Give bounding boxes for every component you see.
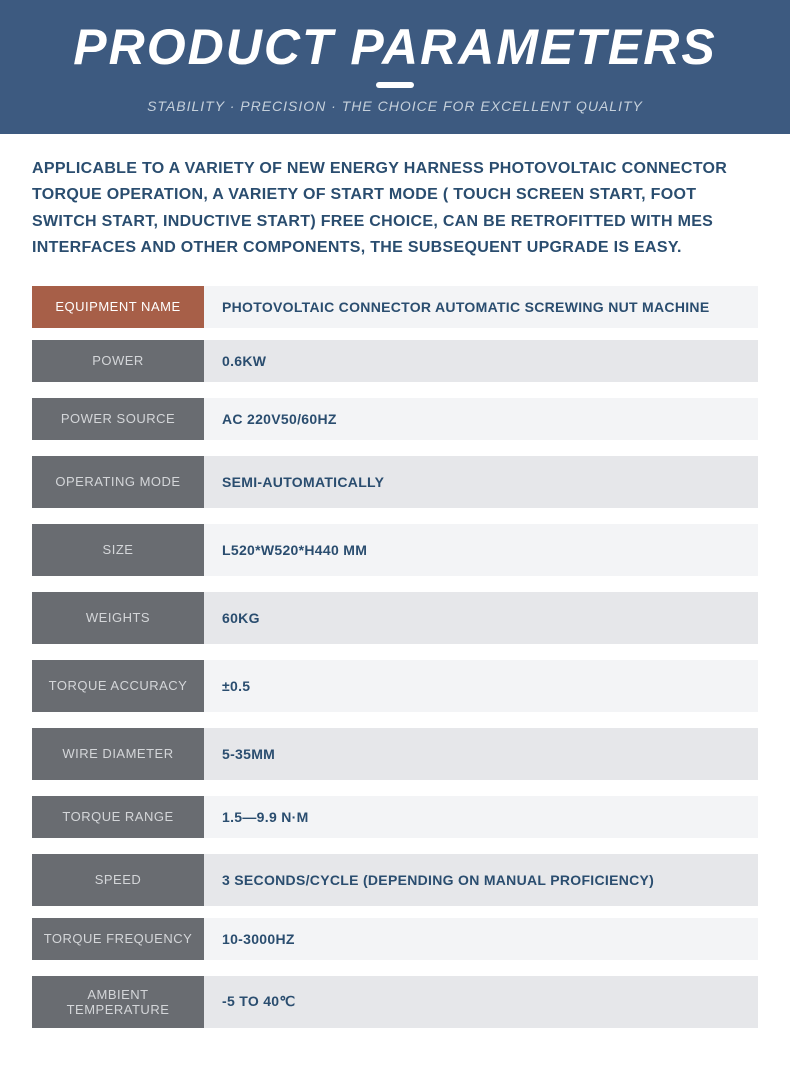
product-description: APPLICABLE TO A VARIETY OF NEW ENERGY HA… xyxy=(32,156,758,262)
parameter-label: POWER xyxy=(32,340,204,382)
table-row: TORQUE RANGE1.5—9.9 N·M xyxy=(32,796,758,838)
table-row: SPEED3 SECONDS/CYCLE (DEPENDING ON MANUA… xyxy=(32,854,758,906)
parameter-value: 0.6KW xyxy=(204,340,758,382)
title-underline xyxy=(376,82,414,88)
parameter-label: SPEED xyxy=(32,854,204,906)
parameter-value: AC 220V50/60HZ xyxy=(204,398,758,440)
page-title: PRODUCT PARAMETERS xyxy=(0,18,790,76)
parameter-value: SEMI-AUTOMATICALLY xyxy=(204,456,758,508)
parameter-value: ±0.5 xyxy=(204,660,758,712)
parameter-table: EQUIPMENT NAMEPHOTOVOLTAIC CONNECTOR AUT… xyxy=(32,286,758,1028)
parameter-value: PHOTOVOLTAIC CONNECTOR AUTOMATIC SCREWIN… xyxy=(204,286,758,328)
parameter-value: 3 SECONDS/CYCLE (DEPENDING ON MANUAL PRO… xyxy=(204,854,758,906)
page-subtitle: STABILITY · PRECISION · THE CHOICE FOR E… xyxy=(0,98,790,114)
parameter-label: AMBIENT TEMPERATURE xyxy=(32,976,204,1028)
parameter-label: TORQUE ACCURACY xyxy=(32,660,204,712)
table-row: TORQUE FREQUENCY10-3000HZ xyxy=(32,918,758,960)
parameter-value: L520*W520*H440 MM xyxy=(204,524,758,576)
parameter-label: SIZE xyxy=(32,524,204,576)
parameter-label: POWER SOURCE xyxy=(32,398,204,440)
parameter-label: TORQUE FREQUENCY xyxy=(32,918,204,960)
table-row: AMBIENT TEMPERATURE-5 TO 40℃ xyxy=(32,976,758,1028)
header: PRODUCT PARAMETERS STABILITY · PRECISION… xyxy=(0,0,790,134)
parameter-value: 1.5—9.9 N·M xyxy=(204,796,758,838)
parameter-value: 5-35MM xyxy=(204,728,758,780)
table-row: POWER0.6KW xyxy=(32,340,758,382)
parameter-label: WIRE DIAMETER xyxy=(32,728,204,780)
parameter-value: 60KG xyxy=(204,592,758,644)
parameter-label: TORQUE RANGE xyxy=(32,796,204,838)
content: APPLICABLE TO A VARIETY OF NEW ENERGY HA… xyxy=(0,134,790,1080)
table-row: SIZEL520*W520*H440 MM xyxy=(32,524,758,576)
table-row: TORQUE ACCURACY±0.5 xyxy=(32,660,758,712)
parameter-value: -5 TO 40℃ xyxy=(204,976,758,1028)
table-row: OPERATING MODESEMI-AUTOMATICALLY xyxy=(32,456,758,508)
parameter-value: 10-3000HZ xyxy=(204,918,758,960)
table-row: EQUIPMENT NAMEPHOTOVOLTAIC CONNECTOR AUT… xyxy=(32,286,758,328)
parameter-label: WEIGHTS xyxy=(32,592,204,644)
parameter-label: OPERATING MODE xyxy=(32,456,204,508)
table-row: POWER SOURCEAC 220V50/60HZ xyxy=(32,398,758,440)
table-row: WIRE DIAMETER5-35MM xyxy=(32,728,758,780)
parameter-label: EQUIPMENT NAME xyxy=(32,286,204,328)
table-row: WEIGHTS60KG xyxy=(32,592,758,644)
